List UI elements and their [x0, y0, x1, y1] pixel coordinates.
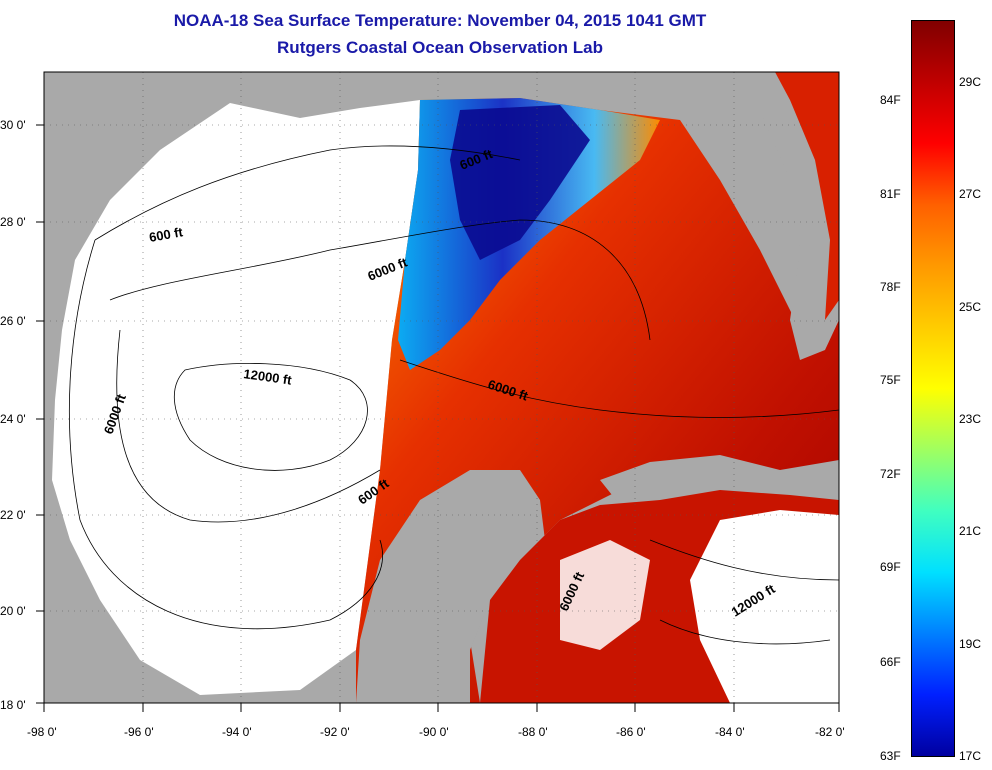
colorbar-c-label: 19C	[959, 637, 982, 651]
colorbar-f-label: 69F	[880, 560, 901, 574]
lon-tick-label: -86 0'	[616, 725, 646, 739]
gulf-nodata-region	[52, 100, 420, 695]
lat-tick-label: 24 0'	[0, 412, 26, 426]
colorbar-c-label: 17C	[959, 749, 982, 763]
lat-tick-label: 30 0'	[0, 118, 26, 132]
map-title: NOAA-18 Sea Surface Temperature: Novembe…	[173, 11, 707, 30]
lon-tick-label: -84 0'	[715, 725, 745, 739]
colorbar-f-label: 81F	[880, 187, 901, 201]
colorbar-f-label: 72F	[880, 467, 901, 481]
colorbar-c-label: 21C	[959, 524, 982, 538]
lat-tick-label: 22 0'	[0, 508, 26, 522]
lon-tick-label: -98 0'	[27, 725, 57, 739]
lat-axis	[36, 124, 44, 704]
sst-atlantic-strip	[775, 72, 839, 320]
colorbar-f-label: 66F	[880, 655, 901, 669]
caribbean-cloud	[560, 540, 650, 650]
plot-frame	[43, 71, 840, 704]
colorbar-f-label: 78F	[880, 280, 901, 294]
lon-tick-label: -92 0'	[320, 725, 350, 739]
lat-tick-label: 18 0'	[0, 698, 26, 712]
lon-tick-label: -88 0'	[518, 725, 548, 739]
lon-axis	[43, 703, 840, 712]
contour-label: 12000 ft	[243, 366, 294, 388]
colorbar-f-label: 63F	[880, 749, 901, 763]
lon-tick-label: -82 0'	[815, 725, 845, 739]
colorbar-c-label: 29C	[959, 75, 982, 89]
colorbar-f-label: 84F	[880, 93, 901, 107]
lon-tick-label: -90 0'	[419, 725, 449, 739]
colorbar-f-label: 75F	[880, 373, 901, 387]
bathymetry-contours	[68, 145, 839, 645]
map-subtitle: Rutgers Coastal Ocean Observation Lab	[277, 38, 603, 57]
sst-map: 600 ft 600 ft 600 ft 6000 ft 6000 ft 600…	[0, 71, 845, 739]
colorbar-c-label: 25C	[959, 300, 982, 314]
lon-tick-label: -96 0'	[124, 725, 154, 739]
florida-land	[680, 72, 839, 360]
lat-tick-label: 28 0'	[0, 215, 26, 229]
caribbean-nodata	[690, 510, 839, 703]
yucatan-land	[356, 470, 545, 703]
grid-lines	[44, 72, 839, 703]
contour-label: 600 ft	[148, 224, 185, 245]
lat-tick-label: 26 0'	[0, 314, 26, 328]
colorbar-c-label: 23C	[959, 412, 982, 426]
lat-tick-label: 20 0'	[0, 604, 26, 618]
sst-cold-core	[450, 105, 590, 260]
cuba-land	[600, 455, 839, 505]
colorbar-c-label: 27C	[959, 187, 982, 201]
lon-tick-label: -94 0'	[222, 725, 252, 739]
temperature-colorbar	[911, 20, 955, 757]
